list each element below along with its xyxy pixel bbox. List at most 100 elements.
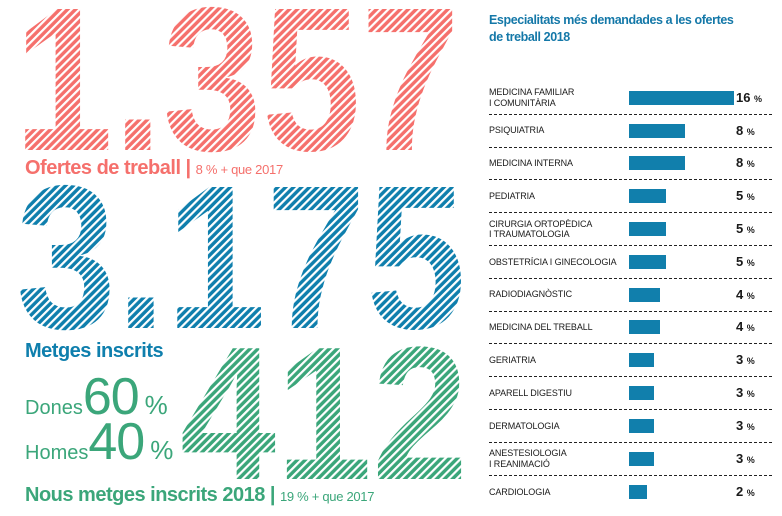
specialty-value: 16 % xyxy=(736,89,772,107)
specialty-value: 5 % xyxy=(736,220,772,238)
specialty-row: MEDICINA DEL TREBALL 4 % xyxy=(489,312,772,345)
specialty-value-number: 8 xyxy=(736,155,744,171)
specialty-bar-area xyxy=(629,254,736,269)
chart-title-line1: Especialitats més demandades a les ofert… xyxy=(489,13,734,27)
specialty-value-unit: % xyxy=(744,159,755,170)
specialty-label: ANESTESIOLOGIA I REANIMACIÓ xyxy=(489,448,567,469)
specialty-bar xyxy=(629,418,654,433)
specialty-value: 4 % xyxy=(736,286,772,304)
dones-label: Dones xyxy=(25,397,83,419)
specialty-value-number: 5 xyxy=(736,253,744,269)
chart-title-line2: de treball 2018 xyxy=(489,30,570,44)
specialty-value: 3 % xyxy=(736,450,772,468)
specialty-value-unit: % xyxy=(751,93,762,104)
specialty-value: 5 % xyxy=(736,187,772,205)
specialty-label: OBSTETRÍCIA I GINECOLOGIA xyxy=(489,256,617,267)
offers-number-hatched: 1.357 xyxy=(14,4,460,154)
specialty-bar-area xyxy=(629,418,736,433)
specialty-value-number: 8 xyxy=(736,122,744,138)
dones-value: 60 xyxy=(82,368,140,426)
specialty-bar xyxy=(629,90,734,105)
specialty-bar xyxy=(629,222,666,237)
specialty-value-unit: % xyxy=(744,257,755,268)
new-doctors-number-hatched: 412 xyxy=(180,344,468,484)
offers-label: Ofertes de treball | xyxy=(25,157,191,179)
specialty-value-unit: % xyxy=(744,454,755,465)
specialty-row: CARDIOLOGIA 2 % xyxy=(489,476,772,509)
specialty-value: 2 % xyxy=(736,483,772,501)
specialty-bar-area xyxy=(629,320,736,335)
specialty-bar-area xyxy=(629,353,736,368)
specialty-row: PSIQUIATRIA 8 % xyxy=(489,115,772,148)
specialty-row: DERMATOLOGIA 3 % xyxy=(489,410,772,443)
registered-number-hatched: 3.175 xyxy=(16,184,466,332)
specialty-bar xyxy=(629,189,666,204)
specialty-label: CARDIOLOGIA xyxy=(489,486,551,497)
specialty-value-unit: % xyxy=(744,356,755,367)
specialty-value-unit: % xyxy=(744,290,755,301)
specialty-value-number: 2 xyxy=(736,483,744,499)
specialty-row: MEDICINA FAMILIAR I COMUNITÀRIA 16 % xyxy=(489,82,772,115)
specialty-label: MEDICINA DEL TREBALL xyxy=(489,322,593,333)
new-doctors-number: 412 xyxy=(180,344,468,484)
specialty-value-number: 3 xyxy=(736,385,744,401)
specialty-value-number: 3 xyxy=(736,352,744,368)
specialty-row: RADIODIAGNÒSTIC 4 % xyxy=(489,279,772,312)
specialty-bar-area xyxy=(629,222,736,237)
specialty-label: MEDICINA INTERNA xyxy=(489,158,573,169)
dones-row: Dones60% xyxy=(25,371,168,423)
specialty-value-number: 3 xyxy=(736,450,744,466)
specialty-label: PSIQUIATRIA xyxy=(489,125,545,136)
specialty-value-unit: % xyxy=(744,323,755,334)
offers-label-line: Ofertes de treball | 8 % + que 2017 xyxy=(25,157,283,180)
specialty-value-unit: % xyxy=(744,421,755,432)
dones-unit: % xyxy=(144,390,168,420)
specialty-value-number: 4 xyxy=(736,319,744,335)
specialty-row: GERIATRIA 3 % xyxy=(489,344,772,378)
specialty-bar xyxy=(629,484,647,499)
specialty-row: PEDIATRIA 5 % xyxy=(489,180,772,214)
homes-label: Homes xyxy=(25,442,89,464)
registered-label: Metges inscrits xyxy=(25,340,164,362)
specialty-value-unit: % xyxy=(744,389,755,400)
specialty-row: OBSTETRÍCIA I GINECOLOGIA 5 % xyxy=(489,246,772,279)
specialty-bar-area xyxy=(629,189,736,204)
specialty-row: ANESTESIOLOGIA I REANIMACIÓ 3 % xyxy=(489,443,772,476)
specialty-bar xyxy=(629,451,654,466)
new-doctors-label-line: Nous metges inscrits 2018 | 19 % + que 20… xyxy=(25,484,374,507)
specialty-bar-area xyxy=(629,123,736,138)
specialty-bar xyxy=(629,123,685,138)
specialty-value-unit: % xyxy=(744,225,755,236)
specialty-value-unit: % xyxy=(744,487,755,498)
specialty-value-number: 16 xyxy=(736,89,751,105)
specialty-value-unit: % xyxy=(744,126,755,137)
specialty-row: APARELL DIGESTIU 3 % xyxy=(489,377,772,410)
specialty-rows: MEDICINA FAMILIAR I COMUNITÀRIA 16 % PSI… xyxy=(489,82,772,508)
specialty-value-number: 4 xyxy=(736,286,744,302)
specialty-value: 3 % xyxy=(736,417,772,435)
specialty-value-number: 3 xyxy=(736,417,744,433)
specialty-bar-area xyxy=(629,484,736,499)
specialty-bar-area xyxy=(629,90,736,105)
specialty-bar-area xyxy=(629,287,736,302)
specialty-bar-area xyxy=(629,156,736,171)
offers-number: 1.357 xyxy=(14,4,460,154)
offers-sublabel: 8 % + que 2017 xyxy=(195,162,284,177)
specialty-value-number: 5 xyxy=(736,221,744,237)
specialty-label: RADIODIAGNÒSTIC xyxy=(489,289,573,300)
specialty-value: 8 % xyxy=(736,154,772,172)
specialty-label: PEDIATRIA xyxy=(489,191,535,202)
specialty-row: MEDICINA INTERNA 8 % xyxy=(489,148,772,181)
specialty-label: GERIATRIA xyxy=(489,355,536,366)
chart-title: Especialitats més demandades a les ofert… xyxy=(489,12,734,46)
specialty-value: 4 % xyxy=(736,318,772,336)
specialty-value: 8 % xyxy=(736,122,772,140)
specialty-value: 5 % xyxy=(736,253,772,271)
specialty-label: DERMATOLOGIA xyxy=(489,420,560,431)
homes-value: 40 xyxy=(88,413,145,471)
specialty-bar xyxy=(629,287,660,302)
new-doctors-label: Nous metges inscrits 2018 | xyxy=(25,484,276,506)
specialty-bar xyxy=(629,320,660,335)
registered-number: 3.175 xyxy=(16,184,466,332)
